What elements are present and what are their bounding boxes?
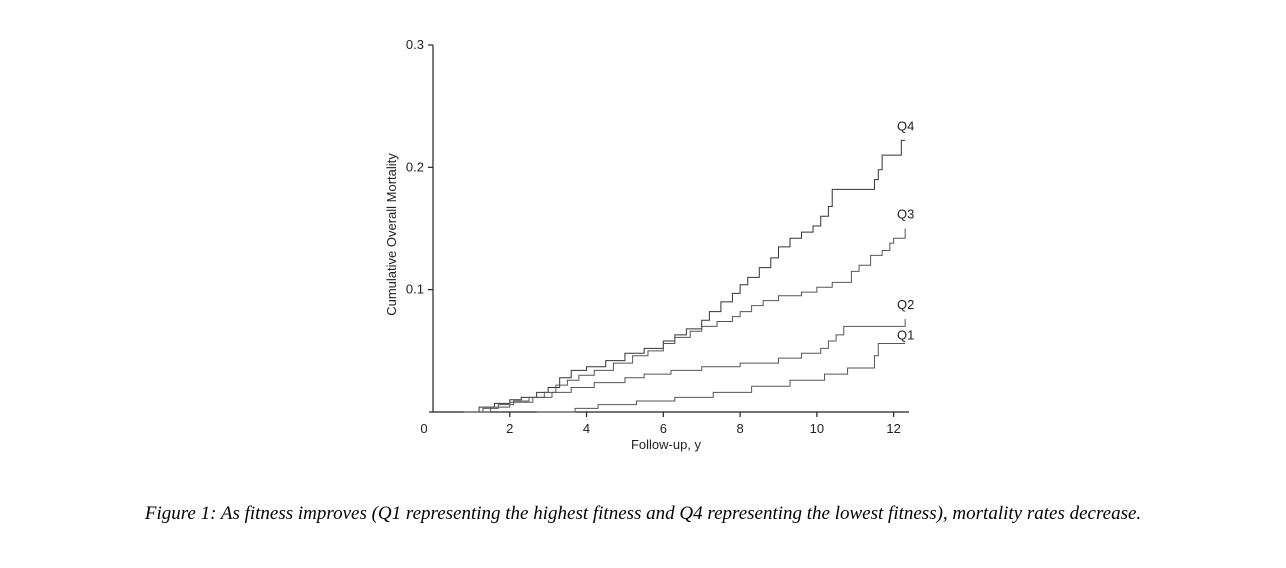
x-tick-label: 10 bbox=[810, 421, 824, 436]
mortality-chart: 0 2 4 6 8 10 12 0.1 0.2 0.3 Q4 Q3 Q2 Q1 Cumulative … bbox=[384, 37, 914, 452]
x-axis-label: Follow-up, y bbox=[631, 437, 702, 452]
series-label-q1: Q1 bbox=[897, 327, 914, 342]
x-tick-label: 12 bbox=[886, 421, 900, 436]
series-label-q4: Q4 bbox=[897, 118, 914, 133]
series-line-q1 bbox=[536, 342, 906, 413]
x-tick-label: 2 bbox=[506, 421, 513, 436]
series-group bbox=[463, 139, 906, 413]
series-label-q3: Q3 bbox=[897, 207, 914, 222]
series-line-q2 bbox=[463, 319, 906, 413]
series-line-q3 bbox=[467, 228, 906, 413]
series-line-q4 bbox=[467, 139, 906, 413]
y-tick-label: 0.1 bbox=[406, 282, 424, 297]
x-ticks: 0 2 4 6 8 10 12 bbox=[420, 412, 901, 436]
axes: 0 2 4 6 8 10 12 0.1 0.2 0.3 bbox=[406, 37, 909, 436]
x-tick-label: 4 bbox=[583, 421, 590, 436]
x-tick-label: 6 bbox=[660, 421, 667, 436]
x-tick-label: 8 bbox=[736, 421, 743, 436]
figure-caption: Figure 1: As fitness improves (Q1 repres… bbox=[144, 503, 1142, 524]
y-tick-label: 0.2 bbox=[406, 159, 424, 174]
y-axis-label: Cumulative Overall Mortality bbox=[384, 153, 399, 316]
series-labels: Q4 Q3 Q2 Q1 bbox=[897, 118, 914, 342]
x-tick-label: 0 bbox=[420, 421, 427, 436]
y-tick-label: 0.3 bbox=[406, 37, 424, 52]
y-ticks: 0.1 0.2 0.3 bbox=[406, 37, 433, 297]
series-label-q2: Q2 bbox=[897, 297, 914, 312]
